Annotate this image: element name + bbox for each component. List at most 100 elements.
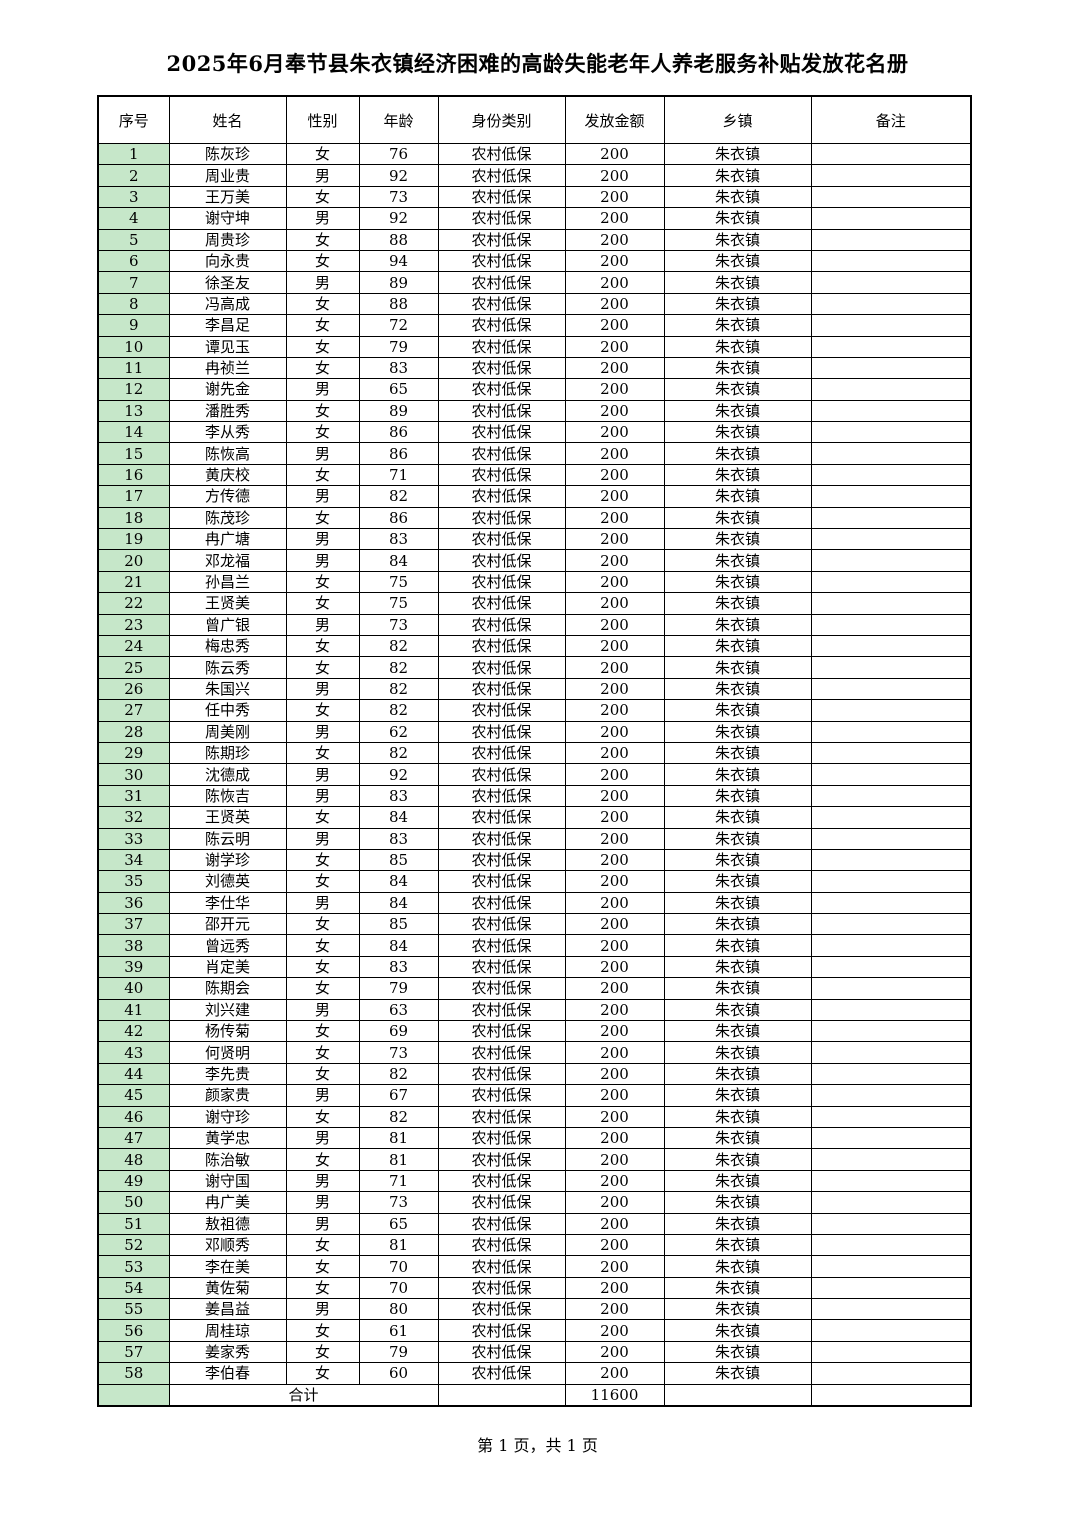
cell-township: 朱衣镇 bbox=[663, 592, 812, 615]
cell-township: 朱衣镇 bbox=[663, 656, 812, 679]
table-row: 17 方传德男 82 农村低保 200 朱衣镇 bbox=[97, 485, 972, 508]
cell-remark bbox=[810, 827, 972, 850]
cell-age: 79 bbox=[358, 335, 439, 358]
cell-remark bbox=[810, 870, 972, 893]
cell-seq: 19 bbox=[97, 528, 170, 551]
total-label: 合计 bbox=[168, 1383, 439, 1407]
cell-identity: 农村低保 bbox=[437, 292, 566, 316]
cell-township: 朱衣镇 bbox=[663, 720, 812, 743]
cell-seq: 36 bbox=[97, 891, 170, 915]
table-row: 51 敖祖德男 65 农村低保 200 朱衣镇 bbox=[97, 1212, 972, 1235]
cell-seq: 33 bbox=[97, 827, 170, 850]
cell-remark bbox=[810, 1126, 972, 1150]
cell-township: 朱衣镇 bbox=[663, 741, 812, 765]
cell-township: 朱衣镇 bbox=[663, 1319, 812, 1342]
cell-gender: 男 bbox=[285, 1191, 360, 1214]
cell-age: 83 bbox=[358, 528, 439, 551]
cell-age: 84 bbox=[358, 891, 439, 915]
cell-amount: 200 bbox=[564, 784, 665, 808]
cell-township: 朱衣镇 bbox=[663, 1169, 812, 1193]
cell-remark bbox=[810, 934, 972, 957]
table-row: 22 王贤美女 75 农村低保 200 朱衣镇 bbox=[97, 592, 972, 615]
cell-age: 81 bbox=[358, 1148, 439, 1171]
cell-remark bbox=[810, 1148, 972, 1171]
cell-age: 70 bbox=[358, 1276, 439, 1300]
cell-gender: 男 bbox=[285, 1169, 360, 1193]
cell-age: 72 bbox=[358, 314, 439, 337]
cell-age: 67 bbox=[358, 1084, 439, 1107]
cell-amount: 200 bbox=[564, 613, 665, 636]
cell-township: 朱衣镇 bbox=[663, 1126, 812, 1150]
cell-gender: 女 bbox=[285, 356, 360, 380]
table-row: 54 黄佐菊女 70 农村低保 200 朱衣镇 bbox=[97, 1276, 972, 1300]
table-row: 38 曾远秀女 84 农村低保 200 朱衣镇 bbox=[97, 934, 972, 957]
cell-seq: 16 bbox=[97, 463, 170, 487]
cell-remark bbox=[810, 998, 972, 1022]
cell-township: 朱衣镇 bbox=[663, 164, 812, 187]
cell-name: 徐圣友 bbox=[168, 271, 287, 294]
cell-age: 82 bbox=[358, 1105, 439, 1128]
cell-gender: 男 bbox=[285, 1212, 360, 1235]
cell-identity: 农村低保 bbox=[437, 934, 566, 957]
cell-age: 61 bbox=[358, 1319, 439, 1342]
cell-township: 朱衣镇 bbox=[663, 891, 812, 915]
cell-identity: 农村低保 bbox=[437, 634, 566, 658]
cell-township: 朱衣镇 bbox=[663, 463, 812, 487]
cell-remark bbox=[810, 249, 972, 273]
cell-gender: 男 bbox=[285, 613, 360, 636]
cell-name: 刘兴建 bbox=[168, 998, 287, 1022]
cell-gender: 女 bbox=[285, 1340, 360, 1364]
cell-remark bbox=[810, 164, 972, 187]
cell-gender: 女 bbox=[285, 570, 360, 594]
cell-amount: 200 bbox=[564, 998, 665, 1022]
cell-remark bbox=[810, 335, 972, 358]
cell-township: 朱衣镇 bbox=[663, 1255, 812, 1278]
cell-age: 71 bbox=[358, 463, 439, 487]
cell-remark bbox=[810, 1041, 972, 1064]
cell-amount: 200 bbox=[564, 1362, 665, 1385]
total-amount: 11600 bbox=[564, 1383, 665, 1407]
cell-township: 朱衣镇 bbox=[663, 955, 812, 979]
cell-identity: 农村低保 bbox=[437, 1020, 566, 1043]
table-row: 7 徐圣友男 89 农村低保 200 朱衣镇 bbox=[97, 271, 972, 294]
cell-township: 朱衣镇 bbox=[663, 421, 812, 444]
cell-remark bbox=[810, 913, 972, 936]
cell-identity: 农村低保 bbox=[437, 1084, 566, 1107]
cell-remark bbox=[810, 699, 972, 722]
cell-name: 谢守国 bbox=[168, 1169, 287, 1193]
total-seq-cell bbox=[97, 1383, 170, 1407]
table-row: 31 陈恢吉男 83 农村低保 200 朱衣镇 bbox=[97, 784, 972, 808]
cell-amount: 200 bbox=[564, 185, 665, 209]
cell-gender: 女 bbox=[285, 463, 360, 487]
table-row: 1 陈灰珍女 76 农村低保 200 朱衣镇 bbox=[97, 142, 972, 166]
cell-seq: 53 bbox=[97, 1255, 170, 1278]
cell-seq: 35 bbox=[97, 870, 170, 893]
cell-identity: 农村低保 bbox=[437, 185, 566, 209]
cell-seq: 38 bbox=[97, 934, 170, 957]
cell-amount: 200 bbox=[564, 399, 665, 423]
cell-gender: 男 bbox=[285, 1126, 360, 1150]
cell-age: 83 bbox=[358, 356, 439, 380]
cell-gender: 女 bbox=[285, 335, 360, 358]
cell-age: 75 bbox=[358, 592, 439, 615]
table-row: 6 向永贵女 94 农村低保 200 朱衣镇 bbox=[97, 249, 972, 273]
cell-township: 朱衣镇 bbox=[663, 1084, 812, 1107]
cell-remark bbox=[810, 955, 972, 979]
cell-township: 朱衣镇 bbox=[663, 870, 812, 893]
table-row: 55 姜昌益男 80 农村低保 200 朱衣镇 bbox=[97, 1298, 972, 1321]
cell-age: 86 bbox=[358, 442, 439, 465]
table-row: 47 黄学忠男 81 农村低保 200 朱衣镇 bbox=[97, 1126, 972, 1150]
cell-age: 71 bbox=[358, 1169, 439, 1193]
cell-identity: 农村低保 bbox=[437, 806, 566, 829]
cell-identity: 农村低保 bbox=[437, 1233, 566, 1257]
cell-amount: 200 bbox=[564, 1233, 665, 1257]
cell-amount: 200 bbox=[564, 1062, 665, 1086]
col-header-age: 年龄 bbox=[358, 95, 439, 144]
cell-seq: 34 bbox=[97, 848, 170, 872]
cell-name: 颜家贵 bbox=[168, 1084, 287, 1107]
cell-seq: 44 bbox=[97, 1062, 170, 1086]
cell-age: 84 bbox=[358, 934, 439, 957]
cell-township: 朱衣镇 bbox=[663, 1340, 812, 1364]
cell-remark bbox=[810, 442, 972, 465]
cell-name: 谢先金 bbox=[168, 378, 287, 401]
